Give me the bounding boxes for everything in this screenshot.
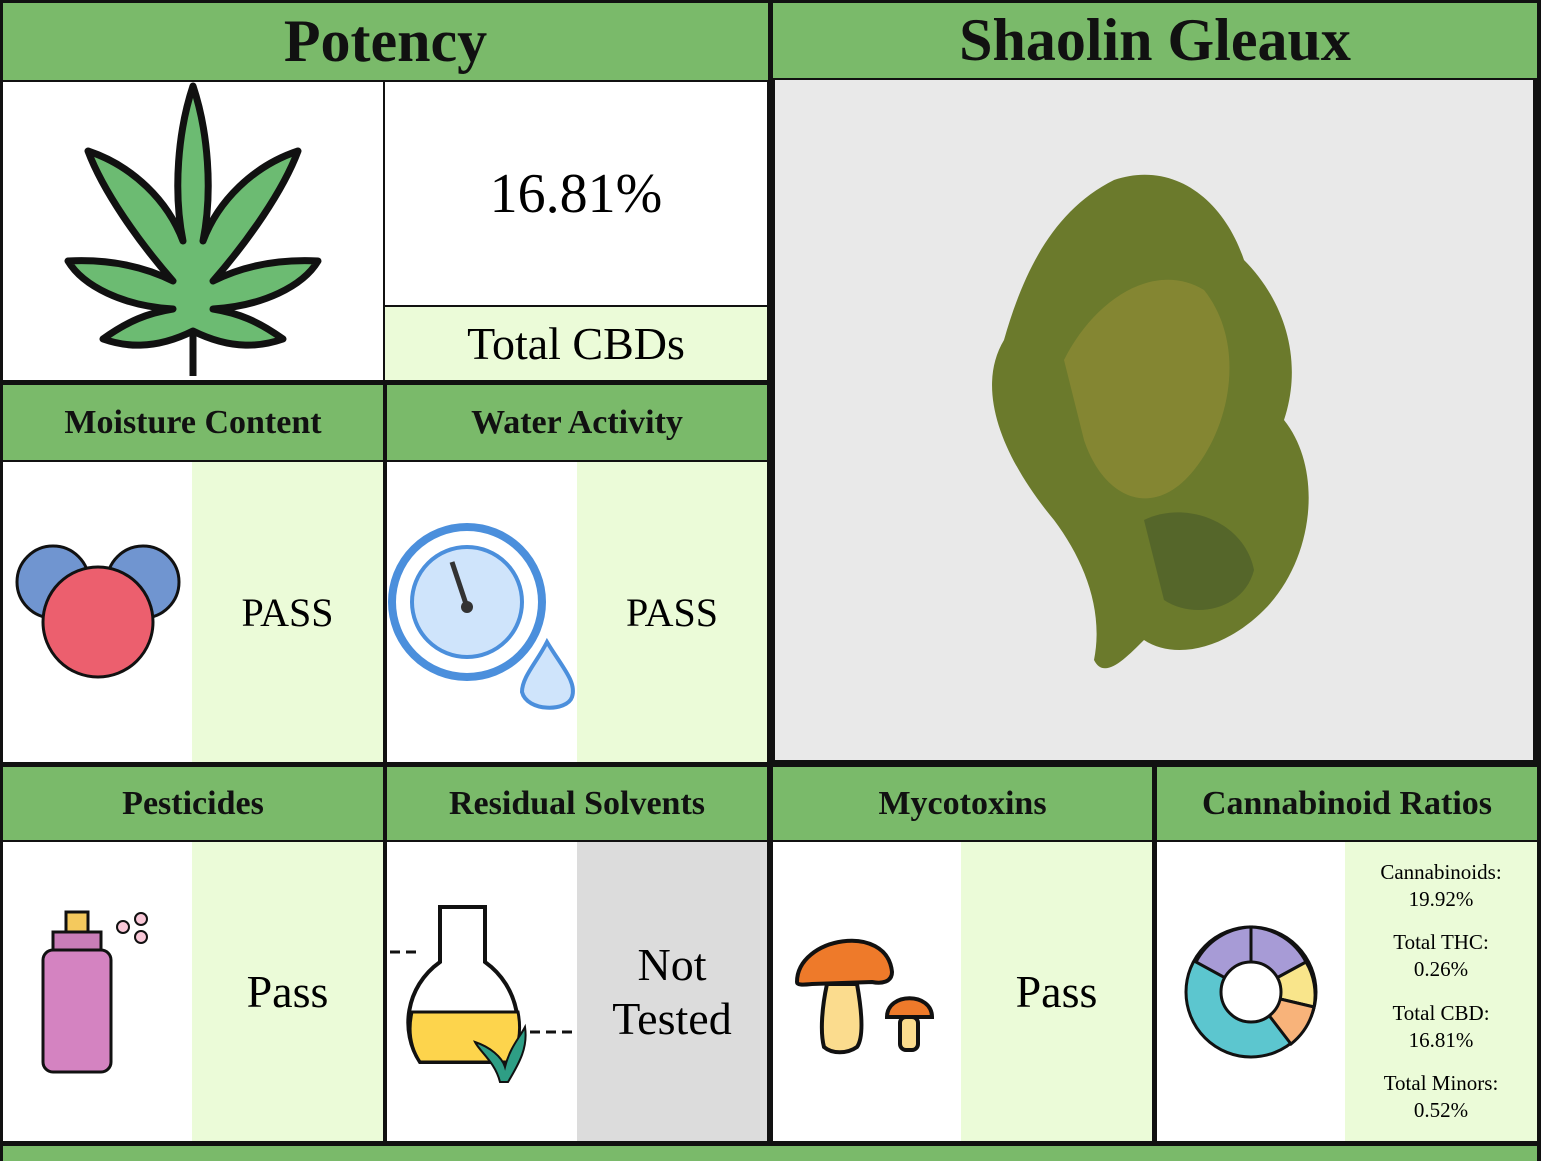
ratios-list: Cannabinoids:19.92% Total THC:0.26% Tota…	[1345, 842, 1537, 1141]
ratio-item: Total CBD:16.81%	[1392, 1000, 1489, 1054]
solvent-icon	[390, 892, 575, 1092]
ratios-icon-cell	[1157, 842, 1345, 1141]
ratio-value: 16.81%	[1392, 1027, 1489, 1054]
leaf-icon-cell	[3, 82, 383, 380]
section-title: Potency	[3, 3, 768, 80]
test-title: Water Activity	[387, 385, 767, 460]
test-title: Pesticides	[3, 767, 383, 840]
ratio-item: Total THC:0.26%	[1393, 929, 1489, 983]
water-icon	[387, 512, 577, 712]
mycotoxin-icon	[792, 922, 942, 1062]
moisture-icon-cell	[3, 462, 192, 762]
ratio-value: 0.26%	[1393, 956, 1489, 983]
strain-photo	[775, 80, 1533, 760]
test-result: Not Tested	[577, 842, 767, 1141]
strain-name: Shaolin Gleaux	[773, 3, 1537, 78]
ratio-label: Total Minors:	[1384, 1070, 1499, 1097]
ratio-label: Cannabinoids:	[1380, 859, 1501, 886]
ratio-item: Total Minors:0.52%	[1384, 1070, 1499, 1124]
solvent-icon-cell	[387, 842, 577, 1141]
moisture-icon	[13, 542, 183, 682]
water-icon-cell	[387, 462, 577, 762]
ratio-item: Cannabinoids:19.92%	[1380, 859, 1501, 913]
ratio-label: Total THC:	[1393, 929, 1489, 956]
page: Potency Shaolin Gleaux 16.81% Total CBDs…	[0, 0, 1549, 1161]
test-result: PASS	[577, 462, 767, 762]
potency-label: Total CBDs	[385, 307, 767, 380]
test-result: PASS	[192, 462, 383, 762]
ratio-label: Total CBD:	[1392, 1000, 1489, 1027]
pesticide-icon	[38, 907, 158, 1077]
footer-strip	[3, 1146, 1537, 1161]
ratio-value: 0.52%	[1384, 1097, 1499, 1124]
test-result: Pass	[192, 842, 383, 1141]
ratios-icon	[1181, 922, 1321, 1062]
potency-value: 16.81%	[385, 82, 767, 305]
leaf-icon	[33, 81, 353, 381]
ratios-title: Cannabinoid Ratios	[1157, 767, 1537, 840]
test-title: Residual Solvents	[387, 767, 767, 840]
test-title: Mycotoxins	[773, 767, 1152, 840]
mycotoxin-icon-cell	[773, 842, 961, 1141]
test-title: Moisture Content	[3, 385, 383, 460]
ratio-value: 19.92%	[1380, 886, 1501, 913]
test-result: Pass	[961, 842, 1152, 1141]
pesticide-icon-cell	[3, 842, 192, 1141]
bud-image	[944, 140, 1364, 700]
